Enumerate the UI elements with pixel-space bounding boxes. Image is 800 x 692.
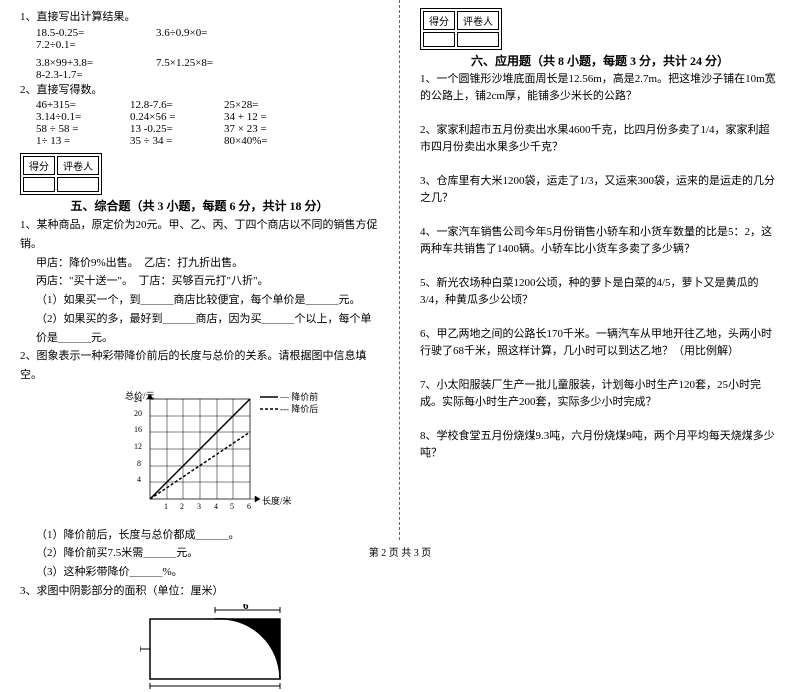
calc: 8-2.3-1.7=	[36, 69, 156, 81]
svg-text:长度/米: 长度/米	[262, 495, 292, 506]
q5-2s1: （1）降价前后，长度与总价都成＿＿＿。	[20, 526, 379, 545]
svg-text:8: 8	[137, 459, 141, 468]
r-q3: 3、仓库里有大米1200袋，运走了1/3，又运来300袋，运来的是运走的几分之几…	[420, 173, 780, 206]
calc: 7.2÷0.1=	[36, 39, 156, 51]
svg-text:12: 12	[134, 442, 142, 451]
calc: 12.8-7.6=	[130, 99, 224, 111]
score-label: 得分	[423, 11, 455, 30]
r-q5: 5、新光农场种白菜1200公顷，种的萝卜是白菜的4/5，萝卜又是黄瓜的3/4，种…	[420, 275, 780, 308]
r-q4: 4、一家汽车销售公司今年5月份销售小轿车和小货车数量的比是5：2，这两种车共销售…	[420, 224, 780, 257]
q5-2: 2、图象表示一种彩带降价前后的长度与总价的关系。请根据图中信息填空。	[20, 347, 379, 384]
calc: 18.5-0.25=	[36, 27, 156, 39]
svg-text:4: 4	[214, 502, 218, 511]
r-q1: 1、一个圆锥形沙堆底面周长是12.56m，高是2.7m。把这堆沙子铺在10m宽的…	[420, 71, 780, 104]
score-box: 得分评卷人	[20, 153, 102, 195]
svg-text:6: 6	[247, 502, 251, 511]
calc: 7.5×1.25×8=	[156, 57, 276, 69]
calc: 0.24×56 =	[130, 111, 224, 123]
r-q6: 6、甲乙两地之间的公路长170千米。一辆汽车从甲地开往乙地，头两小时行驶了68千…	[420, 326, 780, 359]
svg-text:6: 6	[243, 604, 249, 612]
svg-text:5: 5	[230, 502, 234, 511]
calc: 35 ÷ 34 =	[130, 135, 224, 147]
shaded-figure: 5 6 10	[140, 604, 379, 692]
page-footer: 第 2 页 共 3 页	[0, 544, 800, 559]
calc: 37 × 23 =	[224, 123, 318, 135]
calc: 3.8×99+3.8=	[36, 57, 156, 69]
section-5-title: 五、综合题（共 3 小题，每题 6 分，共计 18 分）	[20, 197, 379, 214]
svg-text:2: 2	[180, 502, 184, 511]
score-box: 得分评卷人	[420, 8, 502, 50]
calc: 34 + 12 =	[224, 111, 318, 123]
calc: 46+315=	[36, 99, 130, 111]
price-chart: 4 8 12 16 20 24 1 2 3 4 5 6 总价/元 长度/米 — …	[120, 389, 379, 522]
svg-text:16: 16	[134, 425, 142, 434]
svg-text:总价/元: 总价/元	[125, 390, 155, 401]
q5-1b: 丙店："买十送一"。 丁店：买够百元打"八折"。	[20, 272, 379, 291]
calc: 25×28=	[224, 99, 318, 111]
calc: 80×40%=	[224, 135, 318, 147]
q5-1d: （2）如果买的多，最好到＿＿＿商店，因为买＿＿＿个以上，每个单价是＿＿＿元。	[20, 310, 379, 347]
svg-text:4: 4	[137, 475, 141, 484]
svg-text:1: 1	[164, 502, 168, 511]
section-6-title: 六、应用题（共 8 小题，每题 3 分，共计 24 分）	[420, 52, 780, 69]
calc: 3.14÷0.1=	[36, 111, 130, 123]
r-q7: 7、小太阳服装厂生产一批儿童服装，计划每小时生产120套，25小时完成。实际每小…	[420, 377, 780, 410]
score-label: 得分	[23, 156, 55, 175]
svg-text:10: 10	[208, 687, 220, 689]
q5-1: 1、某种商品，原定价为20元。甲、乙、丙、丁四个商店以不同的销售方促销。	[20, 216, 379, 253]
calc: 1÷ 13 =	[36, 135, 130, 147]
calc: 3.6÷0.9×0=	[156, 27, 276, 39]
svg-text:— 降价前: — 降价前	[279, 391, 318, 402]
svg-text:--- 降价后: --- 降价后	[280, 403, 318, 414]
calc: 13 -0.25=	[130, 123, 224, 135]
q1-title: 1、直接写出计算结果。	[20, 8, 379, 27]
q2-title: 2、直接写得数。	[20, 81, 379, 100]
svg-text:20: 20	[134, 409, 142, 418]
grader-label: 评卷人	[457, 11, 499, 30]
q5-1c: （1）如果买一个，到＿＿＿商店比较便宜，每个单价是＿＿＿元。	[20, 291, 379, 310]
q5-2s3: （3）这种彩带降价＿＿＿%。	[20, 563, 379, 582]
r-q2: 2、家家利超市五月份卖出水果4600千克，比四月份多卖了1/4，家家利超市四月份…	[420, 122, 780, 155]
svg-text:3: 3	[197, 502, 201, 511]
grader-label: 评卷人	[57, 156, 99, 175]
calc: 58 ÷ 58 =	[36, 123, 130, 135]
q5-3: 3、求图中阴影部分的面积（单位：厘米）	[20, 582, 379, 601]
q5-1a: 甲店：降价9%出售。 乙店：打九折出售。	[20, 254, 379, 273]
r-q8: 8、学校食堂五月份烧煤9.3吨，六月份烧煤9吨，两个月平均每天烧煤多少吨？	[420, 428, 780, 461]
